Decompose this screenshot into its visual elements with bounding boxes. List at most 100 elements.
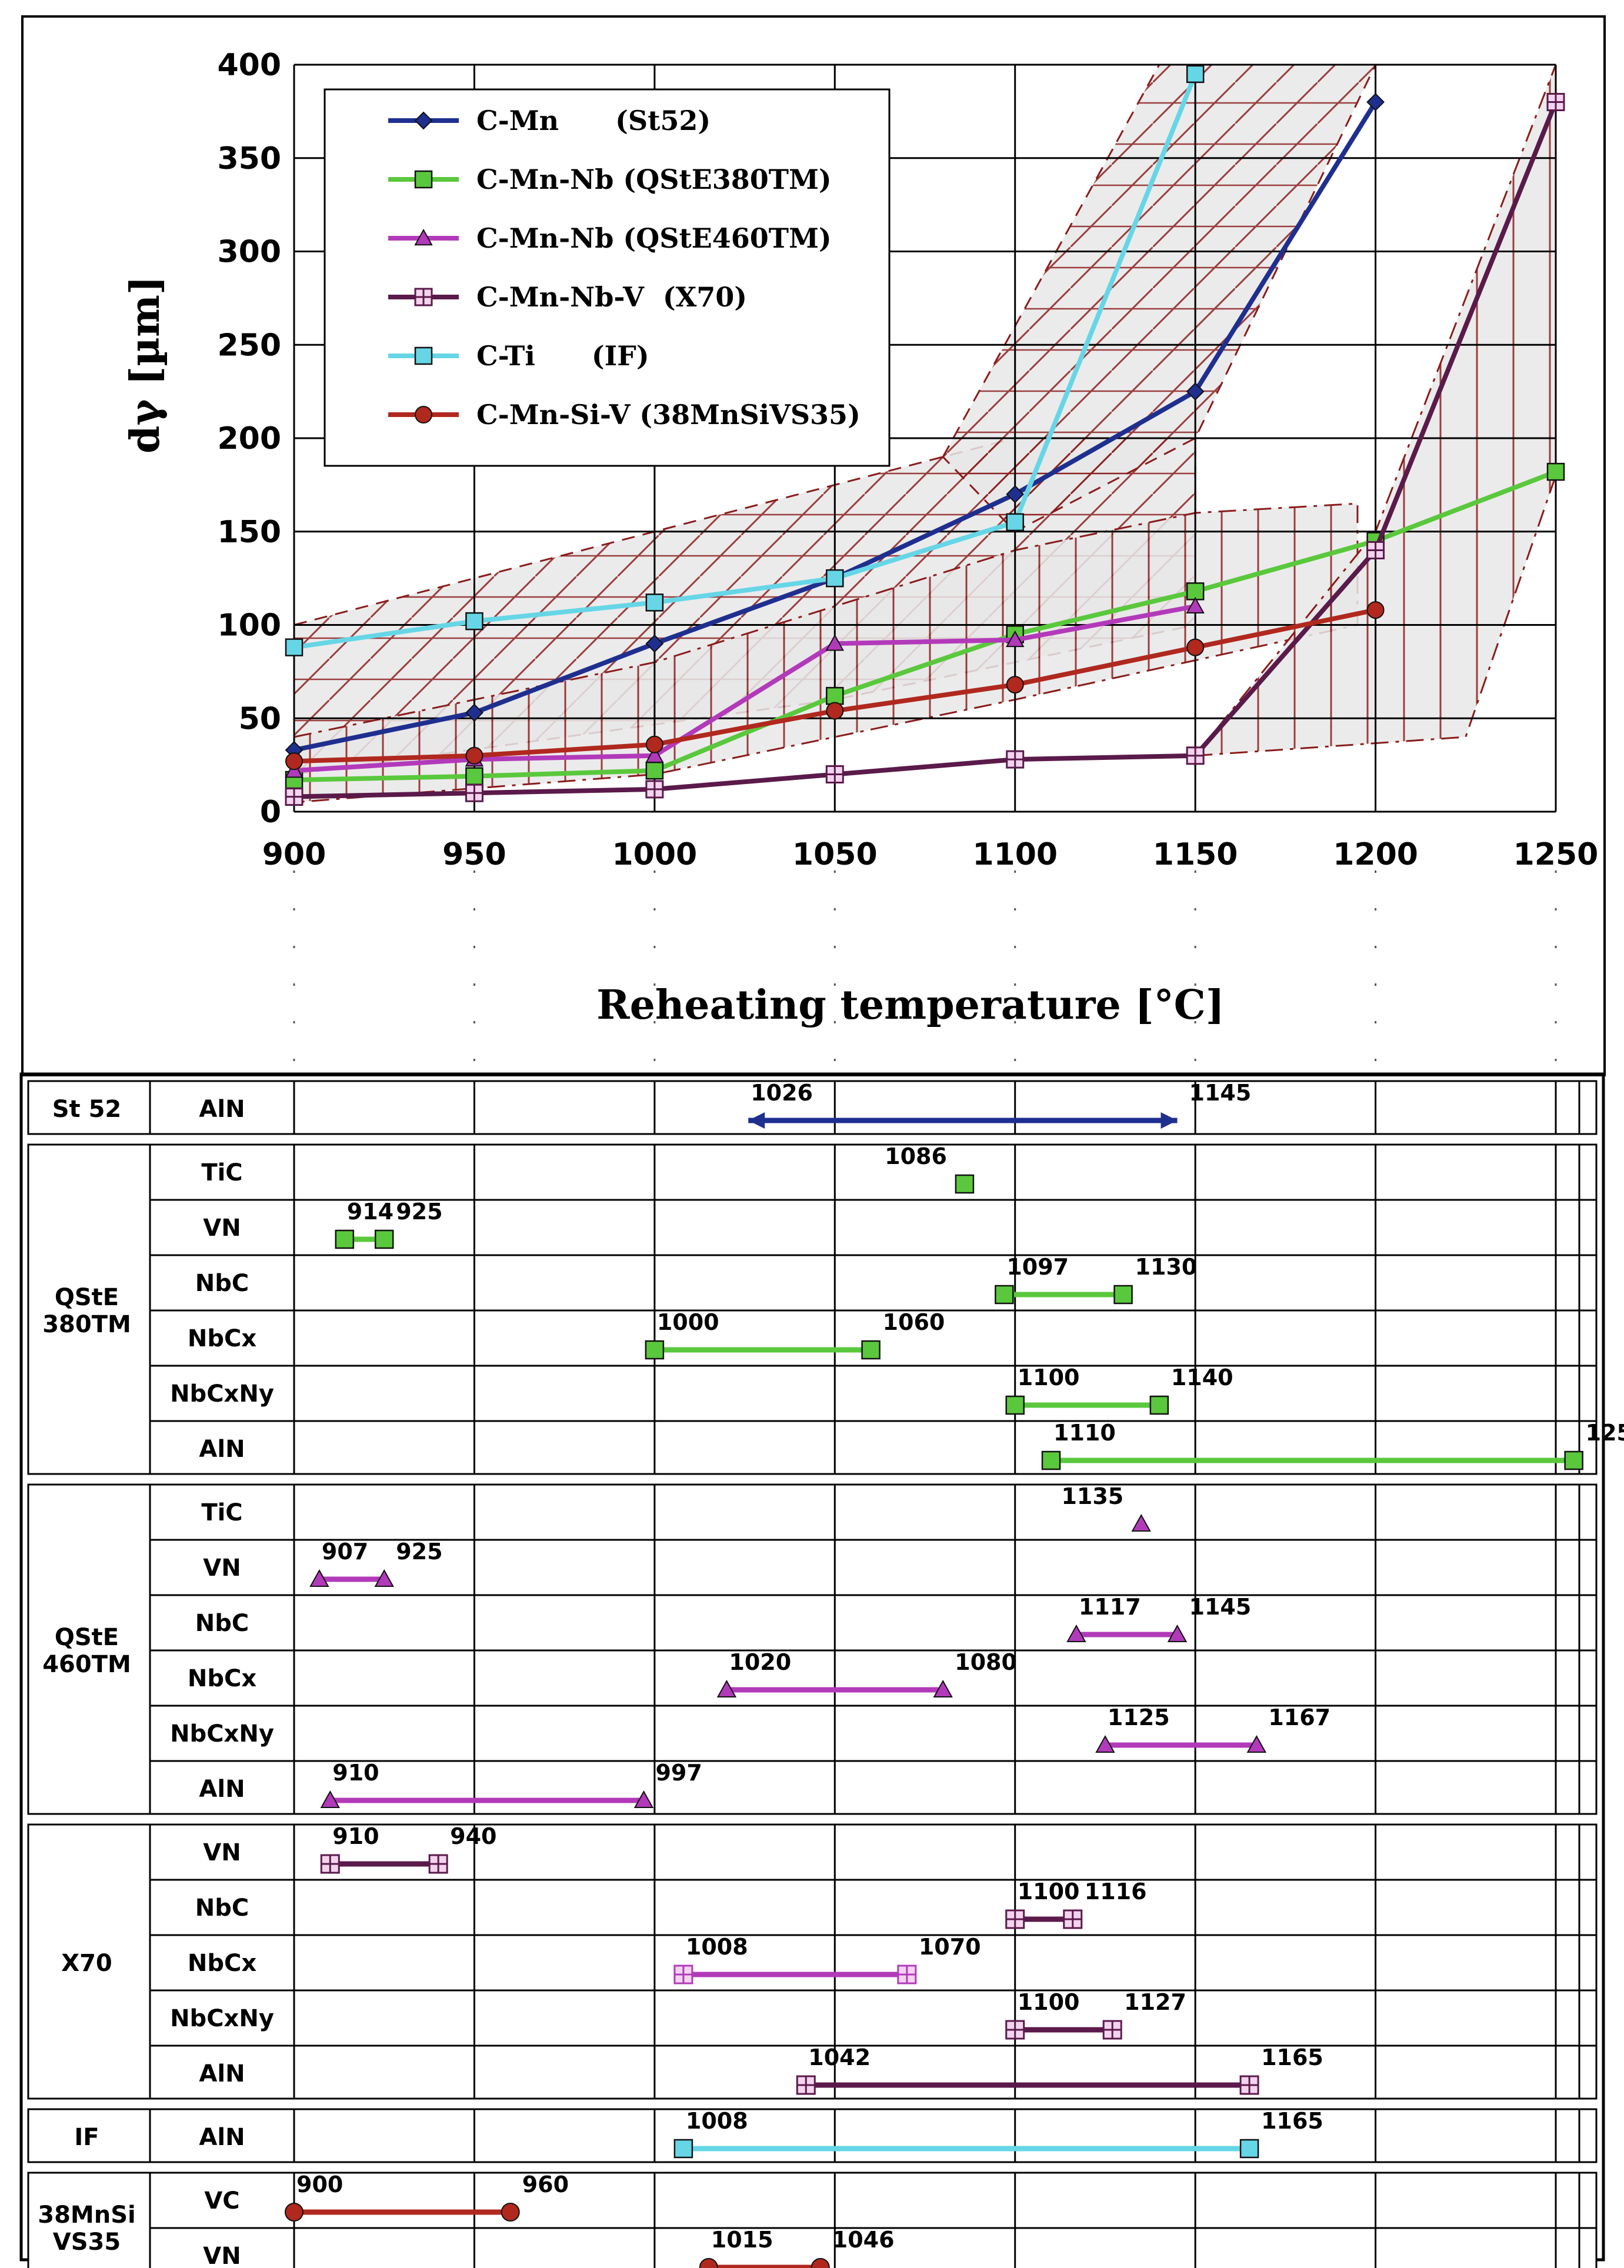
data-point	[645, 746, 664, 763]
legend-marker	[414, 170, 433, 189]
legend-marker	[414, 228, 433, 246]
phase-label: AlN	[199, 2060, 245, 2087]
data-point	[1186, 382, 1205, 401]
data-point	[1546, 93, 1565, 111]
data-point	[1006, 630, 1025, 648]
phase-label: NbCxNy	[170, 1720, 274, 1747]
phase-label: TiC	[201, 1499, 242, 1526]
range-start-label: 1100	[1018, 1879, 1080, 1905]
phase-label: TiC	[201, 1159, 242, 1186]
range-start-label: 910	[332, 1823, 379, 1849]
range-end-label: 940	[450, 1823, 496, 1849]
y-tick-label: 150	[217, 515, 281, 550]
range-start-label: 1042	[808, 2044, 871, 2070]
data-point	[1186, 746, 1205, 765]
legend-label: C-Mn-Nb (QStE380TM)	[476, 164, 832, 195]
steel-label: QStE	[55, 1284, 119, 1311]
legend-items: C-Mn (St52) C-Mn-Nb (QStE380TM) C-Mn-Nb (Q…	[388, 105, 861, 431]
group-border	[27, 1080, 1598, 1135]
series-5	[285, 601, 1385, 771]
data-point	[1186, 65, 1205, 84]
range-end-marker	[1131, 1513, 1151, 1532]
axes-group: 0 50 100 150 200 250 300 350 400 900 950 1000 1050 11…	[217, 48, 1598, 872]
range-start-marker	[1005, 1395, 1025, 1415]
steel-label: X70	[61, 1950, 112, 1977]
range-start-label: 907	[322, 1539, 368, 1565]
range-start-marker	[995, 1285, 1014, 1305]
data-point	[465, 703, 483, 722]
x-tick-label: 950	[442, 837, 506, 872]
range-start-label: 914	[347, 1199, 394, 1225]
range-start-marker	[645, 1340, 665, 1360]
range-end-label: 1140	[1171, 1365, 1233, 1390]
range-start-label: 1020	[729, 1649, 791, 1675]
range-start-marker	[1095, 1735, 1115, 1753]
series-line	[294, 469, 1557, 783]
data-point	[645, 593, 664, 612]
range-start-label: 1100	[1018, 1365, 1080, 1390]
phase-label: VC	[204, 2187, 239, 2214]
legend-label: C-Mn-Nb-V (X70)	[476, 281, 747, 313]
range-end-label: 1116	[1085, 1879, 1147, 1905]
y-axis-label: dγ [µm]	[122, 276, 169, 453]
range-end-marker	[1113, 1285, 1133, 1305]
data-point	[1186, 638, 1205, 656]
group-border	[27, 1483, 1598, 1815]
legend-label: C-Mn-Nb (QStE460TM)	[476, 222, 832, 254]
data-point	[1006, 750, 1025, 769]
range-start-label: 1125	[1108, 1705, 1170, 1730]
range-end-marker	[861, 1340, 881, 1360]
range-end-marker	[811, 2258, 830, 2268]
y-tick-label: 400	[217, 48, 281, 83]
steel-group: QStE460TM TiC 1135 VN 907 925 NbC 1117 1145 NbCx 1…	[27, 1483, 1598, 1815]
data-point	[1546, 462, 1565, 481]
range-end-marker	[374, 1229, 394, 1249]
data-point	[1006, 485, 1025, 503]
phase-label: AlN	[199, 1096, 245, 1123]
steel-label: IF	[74, 2124, 99, 2151]
data-point	[465, 767, 483, 785]
range-end-label: 1130	[1135, 1254, 1198, 1280]
range-end-marker	[633, 1790, 654, 1808]
phase-label: NbC	[195, 1895, 249, 1922]
legend-marker	[414, 288, 433, 306]
y-tick-label: 200	[217, 421, 281, 456]
data-point	[825, 634, 844, 651]
x-axis-label: Reheating temperature [°C]	[596, 982, 1225, 1029]
range-end-label: 1086	[885, 1143, 947, 1169]
y-tick-label: 250	[217, 328, 281, 363]
range-end-label: 1255	[1586, 1420, 1624, 1446]
range-end-marker	[955, 1174, 975, 1194]
range-end-marker	[897, 1965, 917, 1984]
data-point	[826, 569, 844, 588]
phase-label: NbCx	[188, 1950, 256, 1977]
x-tick-label: 1100	[972, 837, 1058, 872]
group-border	[27, 1143, 1598, 1475]
range-end-label: 1046	[832, 2227, 895, 2253]
range-start-marker	[716, 1679, 737, 1697]
phase-label: VN	[203, 1555, 241, 1582]
range-end-label: 1167	[1268, 1705, 1330, 1730]
data-point	[645, 735, 663, 753]
range-start-marker	[285, 2203, 304, 2222]
steel-label: VS35	[53, 2229, 121, 2256]
legend-marker	[415, 406, 432, 423]
range-end-label: 1127	[1124, 1989, 1186, 2015]
legend-label: C-Mn-Si-V (38MnSiVS35)	[476, 399, 861, 431]
range-arrow-start	[748, 1112, 765, 1129]
series-3	[285, 93, 1565, 806]
data-point	[285, 752, 303, 771]
range-end-marker	[933, 1679, 953, 1697]
y-tick-label: 350	[217, 141, 281, 176]
range-start-marker	[320, 1790, 340, 1808]
range-arrow-end	[1161, 1112, 1178, 1129]
range-start-label: 1000	[657, 1309, 719, 1335]
x-tick-label: 900	[262, 837, 326, 872]
phase-label: NbC	[195, 1610, 249, 1637]
range-start-label: 1097	[1006, 1254, 1069, 1280]
steel-label: 380TM	[42, 1311, 131, 1338]
y-tick-label: 300	[217, 235, 281, 270]
group-border	[27, 2108, 1598, 2163]
phase-label: NbCxNy	[170, 2005, 274, 2032]
